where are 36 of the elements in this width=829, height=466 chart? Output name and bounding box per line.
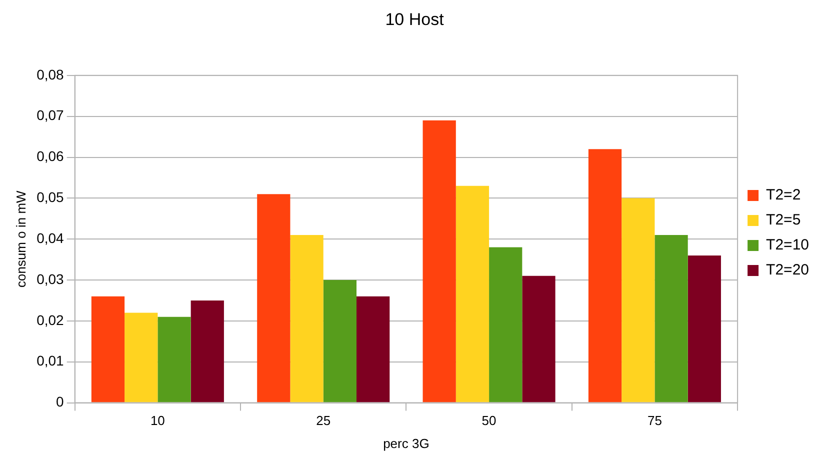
y-tick-label: 0,05 <box>36 189 64 206</box>
y-tick-label: 0,03 <box>36 270 64 287</box>
bar <box>91 296 125 402</box>
y-tick-label: 0,08 <box>36 66 64 82</box>
bar <box>158 316 191 402</box>
bar <box>522 276 556 402</box>
x-tick-label: 50 <box>482 413 496 428</box>
legend-label: T2=2 <box>766 186 801 204</box>
bar <box>622 198 655 402</box>
legend-label: T2=5 <box>766 212 801 229</box>
y-tick-label: 0,02 <box>36 312 64 328</box>
x-tick-label: 10 <box>150 413 165 428</box>
bar <box>688 255 721 402</box>
bar <box>489 247 522 402</box>
y-tick-label: 0 <box>56 394 64 410</box>
bar <box>323 280 356 402</box>
bar <box>356 296 390 402</box>
bar <box>422 120 456 402</box>
x-tick-label: 75 <box>647 413 662 428</box>
bar <box>588 149 622 402</box>
bar <box>456 186 490 402</box>
bar <box>654 235 688 402</box>
chart-title: 10 Host <box>385 10 444 29</box>
bar <box>124 312 158 402</box>
y-tick-label: 0,01 <box>36 352 64 369</box>
legend-label: T2=10 <box>766 236 810 254</box>
bar <box>257 194 290 402</box>
bar <box>190 300 224 402</box>
y-tick-label: 0,06 <box>36 148 64 164</box>
legend-label: T2=20 <box>766 262 810 279</box>
bar <box>290 235 324 402</box>
y-tick-label: 0,07 <box>36 107 64 124</box>
y-axis-title: consum o in mW <box>13 190 28 288</box>
y-tick-label: 0,04 <box>36 230 64 246</box>
x-axis-title: perc 3G <box>383 436 430 451</box>
x-tick-label: 25 <box>316 413 331 428</box>
